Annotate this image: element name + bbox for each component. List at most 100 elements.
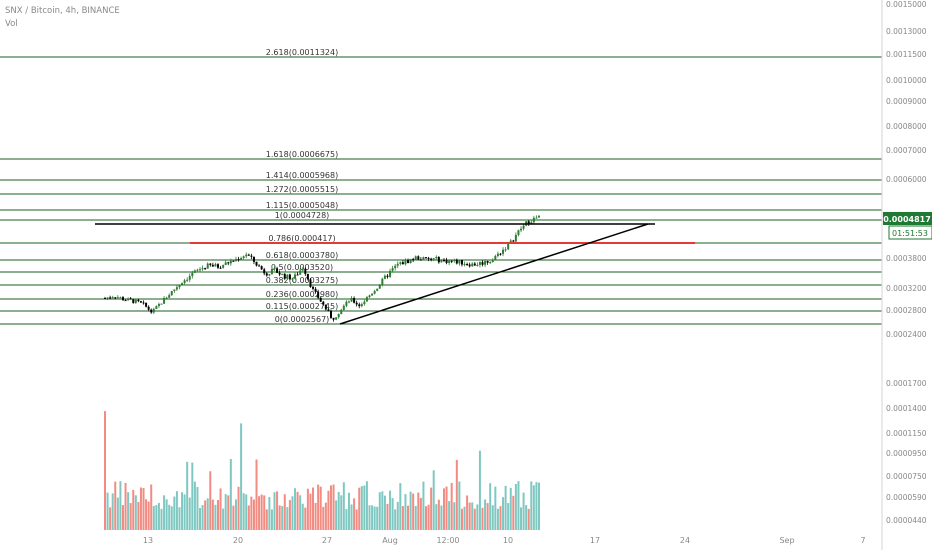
candle-body <box>104 298 106 300</box>
candle-body <box>358 304 361 307</box>
volume-bar <box>404 494 407 530</box>
candle-body <box>327 309 330 311</box>
candle-body <box>155 306 158 309</box>
candle-body <box>535 217 538 219</box>
volume-bar <box>335 500 338 530</box>
volume-bar <box>414 505 417 530</box>
time-tick-label: 27 <box>322 536 332 545</box>
fib-level-label: 0.382(0.0003275) <box>266 276 338 285</box>
candle-body <box>324 304 327 310</box>
candle-body <box>381 278 384 286</box>
volume-bar <box>309 493 312 530</box>
volume-bar <box>206 498 209 530</box>
candle-body <box>496 253 499 256</box>
volume-bar <box>371 505 374 530</box>
volume-bar <box>373 506 376 530</box>
volume-bar <box>476 504 479 530</box>
volume-bar <box>237 486 240 530</box>
candle-body <box>222 265 225 268</box>
candle-body <box>471 263 474 267</box>
volume-tick-label: 0.0001150 <box>886 429 927 438</box>
price-tick-label: 0.0015000 <box>886 0 927 9</box>
candle-body <box>196 269 199 271</box>
last-price-badge <box>883 212 932 225</box>
volume-bar <box>199 508 202 530</box>
candle-body <box>445 260 448 263</box>
volume-bar <box>471 502 474 530</box>
candle-body <box>160 303 163 305</box>
volume-bar <box>222 508 225 530</box>
volume-bar <box>358 487 361 530</box>
candle-body <box>396 263 399 266</box>
volume-bar <box>152 505 155 530</box>
volume-bar <box>527 508 530 530</box>
candle-body <box>368 295 371 298</box>
candle-body <box>317 291 320 298</box>
candle-body <box>252 256 255 262</box>
candle-body <box>340 309 343 315</box>
volume-bar <box>314 502 317 530</box>
volume-bar <box>147 501 150 530</box>
volume-bars <box>104 411 540 530</box>
candle-body <box>170 291 173 296</box>
candle-body <box>163 297 166 304</box>
volume-bar <box>502 497 505 530</box>
candle-body <box>219 267 222 269</box>
candle-body <box>150 309 153 313</box>
volume-bar <box>294 488 297 530</box>
candle-body <box>304 268 307 274</box>
drawn-trendlines <box>95 223 695 325</box>
fib-level-label: 1(0.0004728) <box>275 211 330 220</box>
volume-bar <box>196 487 199 530</box>
candle-body <box>322 301 325 305</box>
volume-bar <box>517 481 520 530</box>
volume-bar <box>234 499 237 530</box>
candle-body <box>520 228 523 231</box>
candle-body <box>139 301 142 303</box>
candle-body <box>214 264 217 267</box>
volume-bar <box>520 507 523 530</box>
volume-bar <box>114 481 117 530</box>
candle-body <box>455 259 458 264</box>
volume-tick-label: 0.0000590 <box>886 493 927 502</box>
candle-body <box>538 215 540 218</box>
volume-bar <box>106 492 109 530</box>
volume-tick-label: 0.0000950 <box>886 449 927 458</box>
candle-body <box>129 298 132 300</box>
volume-bar <box>173 496 176 530</box>
volume-bar <box>204 500 207 530</box>
volume-bar <box>247 505 250 530</box>
candle-body <box>530 222 533 224</box>
candle-body <box>466 264 469 266</box>
volume-bar <box>473 508 476 530</box>
candle-body <box>407 260 410 264</box>
candle-body <box>247 254 250 256</box>
candle-body <box>227 262 230 264</box>
candle-body <box>283 273 286 279</box>
candle-body <box>224 262 227 266</box>
volume-bar <box>347 492 350 530</box>
candle-body <box>106 297 109 299</box>
volume-bar <box>507 503 510 530</box>
volume-bar <box>484 499 487 530</box>
candle-body <box>114 297 117 299</box>
volume-bar <box>188 497 191 530</box>
volume-bar <box>394 509 397 530</box>
volume-bar <box>450 482 453 530</box>
volume-bar <box>530 481 533 530</box>
candle-body <box>489 262 492 264</box>
candle-body <box>345 301 348 306</box>
candle-body <box>527 221 530 224</box>
time-tick-label: 7 <box>860 536 865 545</box>
volume-bar <box>319 486 322 530</box>
fib-level-label: 1.414(0.0005968) <box>266 171 338 180</box>
candle-body <box>175 287 178 290</box>
volume-bar <box>342 482 345 530</box>
candle-body <box>463 264 466 266</box>
volume-bar <box>288 500 291 530</box>
volume-bar <box>378 492 381 530</box>
volume-bar <box>481 507 484 530</box>
candle-body <box>306 273 309 280</box>
